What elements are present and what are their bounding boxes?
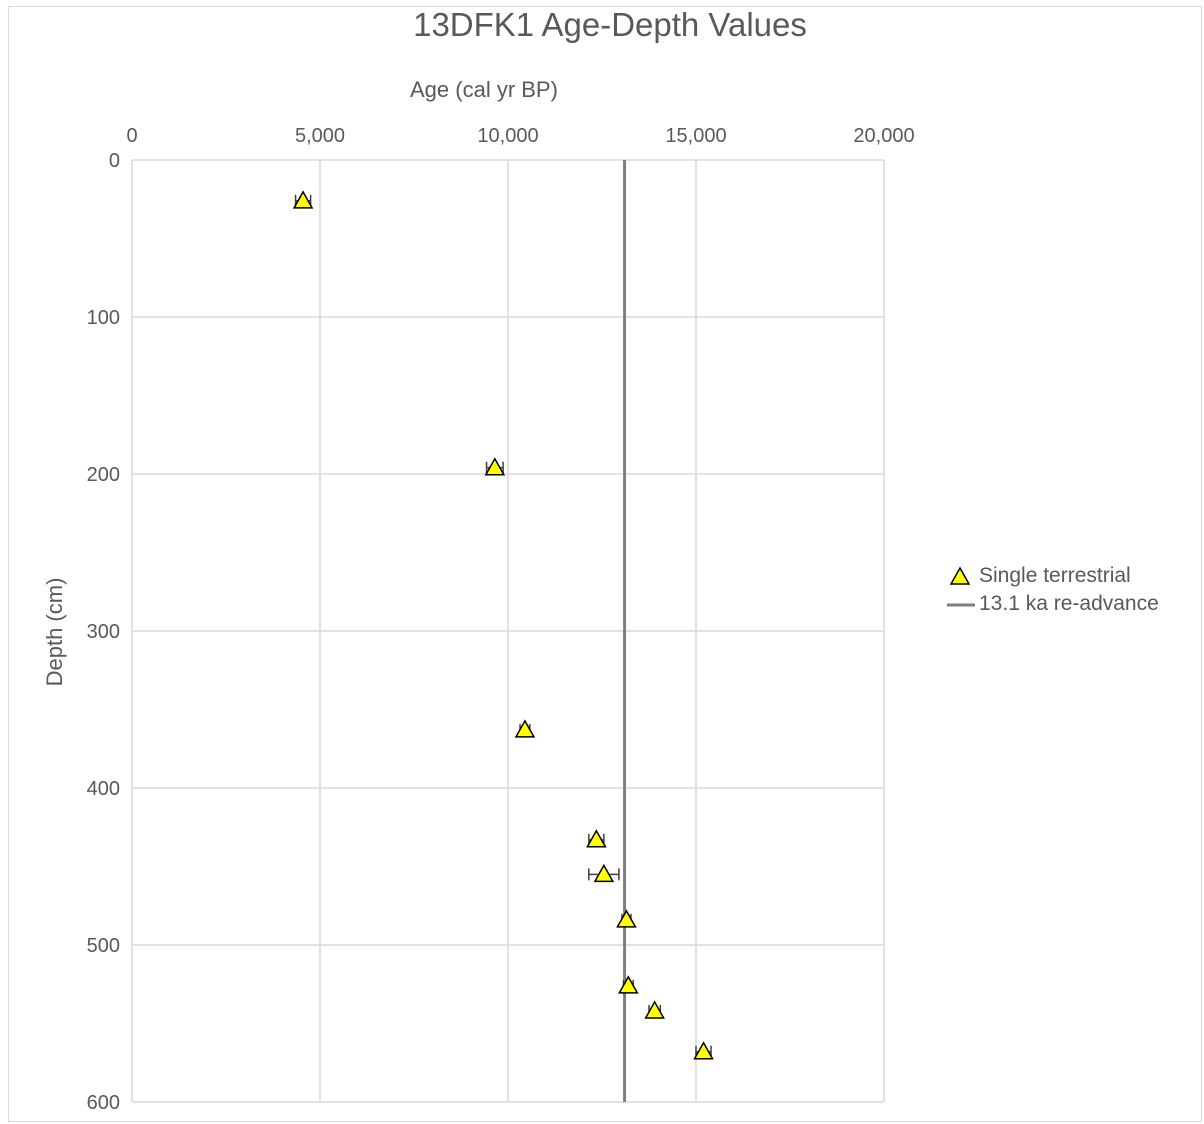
y-tick-label: 200 bbox=[87, 464, 120, 486]
line-marker-icon bbox=[945, 593, 975, 615]
x-tick-label: 20,000 bbox=[853, 125, 914, 147]
legend: Single terrestrial 13.1 ka re-advance bbox=[945, 562, 1159, 618]
data-point bbox=[484, 457, 506, 476]
data-point bbox=[644, 1000, 665, 1019]
data-point bbox=[616, 909, 637, 928]
data-point bbox=[292, 190, 314, 209]
legend-label-readvance: 13.1 ka re-advance bbox=[979, 592, 1159, 615]
x-tick-label: 5,000 bbox=[295, 125, 345, 147]
data-point bbox=[586, 829, 607, 848]
data-point bbox=[514, 719, 536, 738]
legend-item-readvance: 13.1 ka re-advance bbox=[945, 590, 1159, 618]
y-tick-label: 600 bbox=[87, 1092, 120, 1114]
x-axis-title: Age (cal yr BP) bbox=[410, 77, 558, 102]
x-tick-label: 0 bbox=[126, 125, 137, 147]
triangle-marker-icon bbox=[945, 565, 975, 587]
x-tick-label: 15,000 bbox=[665, 125, 726, 147]
y-tick-label: 500 bbox=[87, 935, 120, 957]
legend-item-single-terrestrial: Single terrestrial bbox=[945, 562, 1159, 590]
y-tick-label: 0 bbox=[109, 150, 120, 172]
data-point bbox=[693, 1041, 714, 1060]
y-tick-label: 300 bbox=[87, 621, 120, 643]
chart-area bbox=[8, 6, 1202, 1122]
data-point bbox=[593, 863, 615, 883]
chart-title: 13DFK1 Age-Depth Values bbox=[413, 6, 807, 43]
legend-label-single-terrestrial: Single terrestrial bbox=[979, 564, 1131, 587]
data-point bbox=[618, 975, 639, 994]
x-tick-label: 10,000 bbox=[477, 125, 538, 147]
y-tick-label: 400 bbox=[87, 778, 120, 800]
y-tick-label: 100 bbox=[87, 307, 120, 329]
